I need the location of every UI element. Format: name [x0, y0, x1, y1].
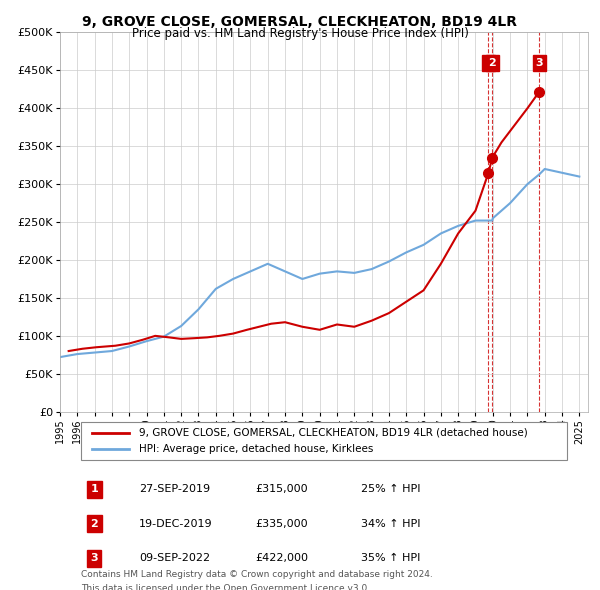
Text: HPI: Average price, detached house, Kirklees: HPI: Average price, detached house, Kirk… — [139, 444, 374, 454]
Text: This data is licensed under the Open Government Licence v3.0.: This data is licensed under the Open Gov… — [81, 584, 370, 590]
Text: 25% ↑ HPI: 25% ↑ HPI — [361, 484, 421, 494]
Text: 19-DEC-2019: 19-DEC-2019 — [139, 519, 213, 529]
Text: £315,000: £315,000 — [256, 484, 308, 494]
Text: £335,000: £335,000 — [256, 519, 308, 529]
Text: 27-SEP-2019: 27-SEP-2019 — [139, 484, 211, 494]
Text: Price paid vs. HM Land Registry's House Price Index (HPI): Price paid vs. HM Land Registry's House … — [131, 27, 469, 40]
Text: 1: 1 — [485, 58, 493, 68]
FancyBboxPatch shape — [81, 422, 567, 460]
Text: 34% ↑ HPI: 34% ↑ HPI — [361, 519, 421, 529]
Text: 3: 3 — [91, 553, 98, 563]
Text: £422,000: £422,000 — [256, 553, 308, 563]
Text: 1: 1 — [91, 484, 98, 494]
Text: 9, GROVE CLOSE, GOMERSAL, CLECKHEATON, BD19 4LR (detached house): 9, GROVE CLOSE, GOMERSAL, CLECKHEATON, B… — [139, 428, 528, 438]
Text: 35% ↑ HPI: 35% ↑ HPI — [361, 553, 421, 563]
Text: Contains HM Land Registry data © Crown copyright and database right 2024.: Contains HM Land Registry data © Crown c… — [81, 570, 433, 579]
Text: 2: 2 — [488, 58, 496, 68]
Text: 9, GROVE CLOSE, GOMERSAL, CLECKHEATON, BD19 4LR: 9, GROVE CLOSE, GOMERSAL, CLECKHEATON, B… — [83, 15, 517, 29]
Text: 09-SEP-2022: 09-SEP-2022 — [139, 553, 211, 563]
Text: 2: 2 — [91, 519, 98, 529]
Text: 3: 3 — [536, 58, 543, 68]
